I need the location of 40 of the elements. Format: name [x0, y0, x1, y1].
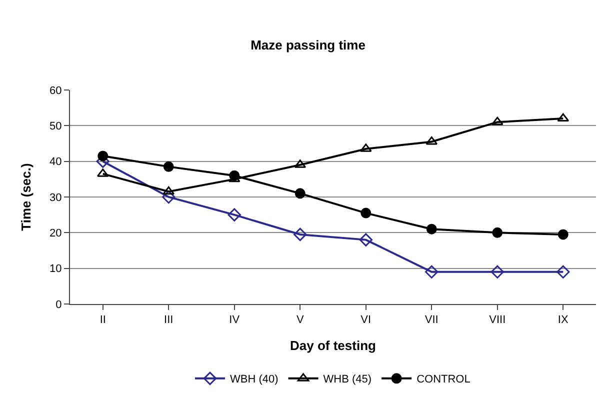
point — [557, 113, 570, 122]
x-axis-title: Day of testing — [290, 338, 376, 353]
point — [360, 208, 372, 218]
point — [294, 188, 306, 199]
x-tick-label: III — [164, 314, 174, 326]
point — [491, 116, 504, 126]
y-tick-label: 60 — [50, 84, 62, 97]
y-tick-label: 10 — [50, 263, 62, 276]
point — [558, 229, 568, 240]
point — [359, 233, 372, 246]
x-tick-label: VII — [424, 314, 438, 326]
y-tick-label: 20 — [50, 228, 62, 240]
y-tick-label: 0 — [56, 298, 62, 311]
x-tick-label: IV — [229, 314, 240, 326]
x-tick-label: VI — [360, 314, 372, 326]
point — [556, 265, 570, 278]
point — [162, 190, 176, 204]
legend-label: CONTROL — [416, 374, 470, 386]
point — [162, 186, 175, 195]
point — [426, 224, 437, 234]
y-axis-title: Time (sec.) — [18, 163, 34, 231]
point — [294, 228, 307, 242]
y-tick-label: 50 — [50, 120, 62, 133]
y-tick-label: 40 — [50, 156, 62, 168]
chart-title: Maze passing time — [250, 38, 366, 53]
point — [490, 265, 504, 278]
point — [492, 227, 503, 238]
x-tick-label: II — [100, 314, 106, 326]
point — [229, 170, 240, 181]
y-tick-label: 30 — [50, 192, 62, 204]
point — [425, 265, 438, 278]
x-tick-label: IX — [558, 314, 569, 326]
legend-label: WHB (45) — [323, 374, 372, 386]
point — [163, 161, 174, 172]
point — [228, 208, 241, 222]
point — [426, 136, 438, 145]
point — [98, 150, 108, 162]
x-tick-label: V — [296, 314, 304, 326]
legend-label: WBH (40) — [230, 374, 278, 386]
x-tick-label: VIII — [489, 314, 506, 326]
